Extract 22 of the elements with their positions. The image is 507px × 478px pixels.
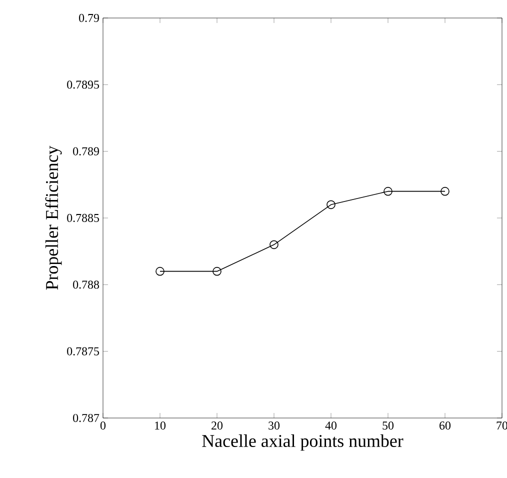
point: [156, 266, 164, 276]
y-tick-label: 0.787: [73, 414, 100, 422]
x-tick-label: 60: [440, 422, 451, 430]
y-tick-label: 0.7885: [67, 214, 100, 222]
x-tick-label: 0: [100, 422, 106, 430]
point: [326, 200, 336, 210]
point: [384, 186, 392, 196]
point: [212, 266, 222, 276]
y-tick-label: 0.79: [79, 14, 99, 22]
x-tick-label: 30: [268, 422, 280, 430]
y-tick-label: 0.789: [73, 147, 99, 156]
x-tick-label: 10: [155, 422, 166, 430]
y-tick-label: 0.7875: [67, 347, 100, 356]
point: [440, 186, 450, 196]
x-tick-label: 40: [325, 422, 337, 430]
point: [270, 240, 278, 250]
y-tick-label: 0.7895: [67, 80, 100, 89]
x-tick-label: 20: [212, 422, 223, 430]
x-axis-title: Nacelle axial points number: [202, 434, 404, 451]
x-tick-label: 50: [382, 422, 394, 430]
y-axis-title: Propeller Efficiency: [45, 146, 62, 290]
y-tick-label: 0.788: [73, 280, 100, 289]
